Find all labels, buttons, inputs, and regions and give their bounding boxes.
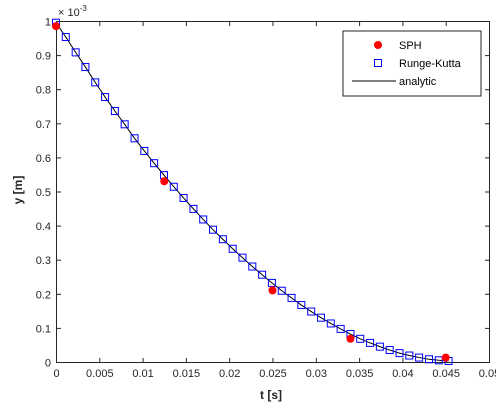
rk-point xyxy=(415,353,424,362)
rk-point xyxy=(81,63,90,72)
rk-point xyxy=(366,338,375,347)
y-tick-label: 0.8 xyxy=(36,85,51,97)
rk-point xyxy=(71,48,80,57)
ticks: 0 0.005 0.01 0.015 0.02 0.025 0.03 0.035 0.04 0.0… xyxy=(36,17,496,381)
x-tick-label: 0.045 xyxy=(432,368,460,380)
rk-point xyxy=(336,324,345,333)
y-tick-label: 0.4 xyxy=(36,221,51,233)
y-axis-label: y [m] xyxy=(11,176,25,205)
y-tick-label: 0.5 xyxy=(36,187,51,199)
rk-point xyxy=(150,159,159,168)
x-tick-label: 0.05 xyxy=(479,368,496,380)
sph-point xyxy=(441,353,450,362)
rk-point xyxy=(395,349,404,358)
rk-point xyxy=(405,351,414,360)
rk-point xyxy=(140,146,149,155)
legend-marker-sph xyxy=(374,41,382,49)
sph-point xyxy=(268,286,277,295)
rk-point xyxy=(238,253,247,262)
x-tick-label: 0.04 xyxy=(392,368,413,380)
y-tick-label: 0.6 xyxy=(36,153,51,165)
rk-point xyxy=(130,134,139,143)
legend-marker-rk xyxy=(374,59,382,67)
x-tick-label: 0.015 xyxy=(173,368,201,380)
rk-point xyxy=(110,107,119,116)
sph-point xyxy=(52,22,60,31)
y-multiplier-exponent: -3 xyxy=(80,4,88,13)
y-tick-label: 1 xyxy=(45,17,51,29)
rk-point xyxy=(169,182,178,191)
x-tick-label: 0.035 xyxy=(346,368,374,380)
rk-point xyxy=(326,319,335,328)
rk-point xyxy=(434,356,443,365)
rk-point xyxy=(277,286,286,295)
y-tick-label: 0.7 xyxy=(36,119,51,131)
y-tick-label: 0.1 xyxy=(36,323,51,335)
x-axis-label: t [s] xyxy=(260,388,282,402)
y-tick-label: 0.9 xyxy=(36,51,51,63)
rk-point xyxy=(317,313,325,322)
legend: SPH Runge-Kutta analytic xyxy=(342,30,482,97)
rk-point xyxy=(267,278,276,287)
rk-point xyxy=(61,33,70,42)
rk-point xyxy=(375,342,384,351)
rk-point xyxy=(209,225,218,234)
sph-point xyxy=(346,334,355,343)
legend-box xyxy=(342,30,482,97)
rk-point xyxy=(101,93,110,102)
rk-point xyxy=(218,235,227,244)
rk-point xyxy=(258,270,267,279)
rk-point xyxy=(91,78,100,87)
rk-point xyxy=(189,204,198,213)
x-tick-label: 0 xyxy=(53,368,59,380)
rk-point xyxy=(424,355,433,364)
rk-point xyxy=(228,244,237,253)
y-multiplier: × 10-3 xyxy=(58,4,87,19)
rk-point xyxy=(307,307,316,316)
rk-point xyxy=(199,215,208,224)
y-tick-label: 0 xyxy=(45,358,51,370)
rk-point xyxy=(179,193,188,202)
legend-label-analytic: analytic xyxy=(399,76,437,88)
rk-point xyxy=(120,120,129,129)
rk-point xyxy=(248,262,257,271)
plot-area xyxy=(52,18,453,365)
y-tick-label: 0.2 xyxy=(36,289,51,301)
x-tick-label: 0.005 xyxy=(86,368,114,380)
rk-point xyxy=(385,346,394,355)
x-tick-label: 0.025 xyxy=(259,368,287,380)
rk-point xyxy=(356,334,365,343)
x-tick-label: 0.02 xyxy=(219,368,240,380)
x-tick-label: 0.03 xyxy=(306,368,327,380)
x-tick-label: 0.01 xyxy=(132,368,153,380)
sph-point xyxy=(160,177,169,186)
rk-point xyxy=(297,301,306,310)
rk-point xyxy=(287,293,296,302)
legend-label-sph: SPH xyxy=(399,40,422,52)
legend-label-rk: Runge-Kutta xyxy=(399,58,462,70)
y-tick-label: 0.3 xyxy=(36,255,51,267)
